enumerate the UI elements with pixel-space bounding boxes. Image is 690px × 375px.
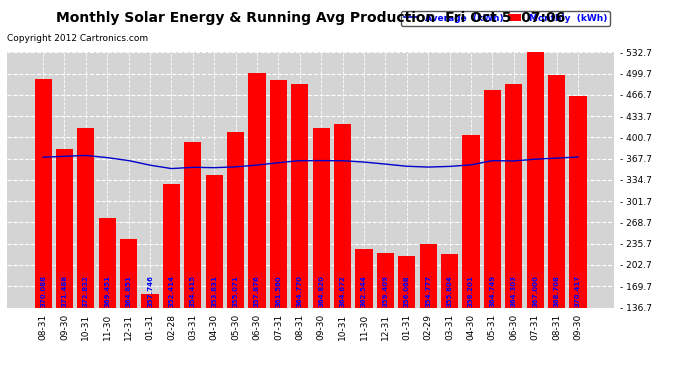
Bar [163, 184, 180, 375]
Bar [398, 256, 415, 375]
Text: 364.820: 364.820 [318, 275, 324, 307]
Bar [270, 80, 287, 375]
Bar [184, 142, 201, 375]
Text: 364.851: 364.851 [126, 275, 132, 307]
Bar [377, 253, 394, 375]
Text: 362.544: 362.544 [361, 275, 367, 307]
Text: 367.000: 367.000 [532, 275, 538, 307]
Text: 368.708: 368.708 [553, 275, 560, 307]
Bar [441, 254, 458, 375]
Bar [227, 132, 244, 375]
Text: 352.414: 352.414 [168, 275, 175, 307]
Text: 364.672: 364.672 [339, 275, 346, 307]
Bar [120, 239, 137, 375]
Text: 371.488: 371.488 [61, 275, 68, 307]
Text: 369.451: 369.451 [104, 275, 110, 307]
Text: 355.071: 355.071 [233, 275, 239, 307]
Text: 370.417: 370.417 [575, 275, 581, 307]
Bar [291, 84, 308, 375]
Bar [56, 149, 73, 375]
Text: Copyright 2012 Cartronics.com: Copyright 2012 Cartronics.com [7, 34, 148, 43]
Bar [526, 49, 544, 375]
Text: 370.088: 370.088 [40, 275, 46, 307]
Bar [355, 249, 373, 375]
Bar [334, 124, 351, 375]
Text: 356.068: 356.068 [404, 275, 410, 307]
Bar [548, 75, 565, 375]
Bar [462, 135, 480, 375]
Bar [34, 80, 52, 375]
Bar [141, 294, 159, 375]
Text: 355.804: 355.804 [446, 275, 453, 307]
Text: 354.415: 354.415 [190, 275, 196, 307]
Bar [248, 73, 266, 375]
Bar [99, 219, 116, 375]
Text: 357.876: 357.876 [254, 275, 260, 307]
Text: 361.560: 361.560 [275, 275, 282, 307]
Legend: Average  (kWh), Monthly  (kWh): Average (kWh), Monthly (kWh) [401, 11, 609, 26]
Text: 359.409: 359.409 [382, 275, 388, 307]
Text: 357.746: 357.746 [147, 275, 153, 307]
Bar [77, 128, 95, 375]
Text: 364.303: 364.303 [511, 275, 517, 307]
Text: 364.770: 364.770 [297, 275, 303, 307]
Bar [484, 90, 501, 375]
Bar [505, 84, 522, 375]
Text: 372.832: 372.832 [83, 275, 89, 307]
Text: 364.749: 364.749 [489, 275, 495, 307]
Bar [313, 128, 330, 375]
Bar [420, 244, 437, 375]
Text: Monthly Solar Energy & Running Avg Production  Fri Oct 5  07:06: Monthly Solar Energy & Running Avg Produ… [56, 11, 565, 25]
Text: 353.831: 353.831 [211, 275, 217, 307]
Bar [206, 175, 223, 375]
Text: 354.777: 354.777 [425, 275, 431, 307]
Text: 358.201: 358.201 [468, 275, 474, 307]
Bar [569, 96, 586, 375]
